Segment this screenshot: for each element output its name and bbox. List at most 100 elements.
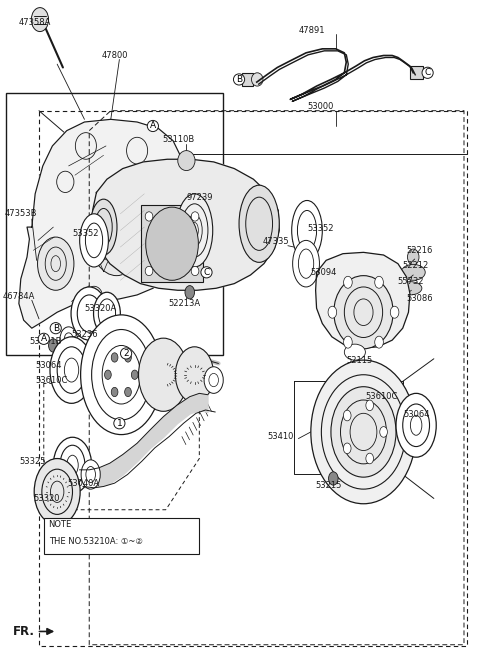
Text: 53320: 53320: [33, 494, 60, 503]
Ellipse shape: [48, 339, 58, 352]
Bar: [39, 111, 468, 646]
Bar: [141, 205, 203, 282]
Ellipse shape: [90, 199, 117, 255]
Ellipse shape: [94, 292, 120, 335]
Text: 47353B: 47353B: [4, 209, 37, 218]
Ellipse shape: [125, 388, 132, 397]
Ellipse shape: [191, 266, 199, 275]
Ellipse shape: [401, 264, 425, 280]
Text: C: C: [424, 68, 431, 77]
Ellipse shape: [185, 285, 194, 299]
Text: 53110B: 53110B: [162, 135, 195, 144]
Text: 53064: 53064: [35, 361, 61, 370]
Ellipse shape: [178, 151, 195, 171]
Text: 55732: 55732: [397, 277, 423, 286]
Polygon shape: [19, 119, 180, 328]
Bar: [185, 193, 209, 270]
Text: 53325: 53325: [20, 457, 47, 466]
Text: 1: 1: [117, 419, 122, 428]
Ellipse shape: [139, 338, 188, 412]
Bar: [242, 73, 253, 86]
Bar: [6, 93, 223, 355]
Ellipse shape: [50, 337, 93, 404]
Ellipse shape: [71, 287, 108, 340]
Ellipse shape: [81, 460, 100, 489]
Ellipse shape: [396, 394, 436, 457]
Ellipse shape: [145, 266, 153, 275]
Text: 47800: 47800: [101, 51, 128, 60]
Text: 53610C: 53610C: [35, 376, 68, 385]
Text: A: A: [150, 121, 156, 131]
Ellipse shape: [306, 237, 316, 257]
Text: A: A: [41, 334, 47, 344]
Text: B: B: [53, 323, 59, 333]
Ellipse shape: [380, 427, 387, 438]
Text: 53410: 53410: [268, 432, 294, 441]
Ellipse shape: [53, 438, 92, 493]
Ellipse shape: [366, 400, 373, 411]
Ellipse shape: [239, 185, 279, 262]
Ellipse shape: [81, 315, 162, 435]
Text: 52213A: 52213A: [168, 299, 200, 308]
Text: 53236: 53236: [72, 330, 98, 340]
Ellipse shape: [132, 370, 138, 380]
Polygon shape: [316, 252, 410, 348]
Ellipse shape: [111, 353, 118, 362]
Text: 53000: 53000: [307, 101, 334, 111]
Ellipse shape: [366, 453, 373, 464]
Text: 53040A: 53040A: [68, 480, 100, 488]
Ellipse shape: [31, 7, 48, 31]
Text: 53094: 53094: [311, 268, 337, 277]
Ellipse shape: [191, 212, 199, 221]
Text: 52216: 52216: [407, 246, 433, 255]
Ellipse shape: [90, 199, 143, 275]
Polygon shape: [93, 159, 279, 290]
Ellipse shape: [408, 249, 419, 265]
Bar: [410, 66, 423, 79]
Ellipse shape: [60, 327, 77, 351]
Text: FR.: FR.: [12, 625, 35, 638]
Ellipse shape: [146, 207, 198, 280]
Ellipse shape: [204, 367, 223, 394]
Ellipse shape: [252, 73, 263, 86]
Ellipse shape: [343, 443, 351, 454]
Ellipse shape: [80, 214, 108, 267]
Ellipse shape: [334, 275, 393, 349]
Ellipse shape: [311, 360, 416, 504]
Ellipse shape: [328, 472, 338, 485]
Text: 53215: 53215: [316, 481, 342, 490]
Ellipse shape: [105, 370, 111, 380]
Ellipse shape: [111, 388, 118, 397]
Ellipse shape: [343, 410, 351, 421]
Text: 2: 2: [123, 349, 129, 358]
Ellipse shape: [145, 212, 153, 221]
Text: 53352: 53352: [72, 229, 99, 238]
Ellipse shape: [331, 387, 396, 477]
Bar: [44, 518, 199, 554]
Ellipse shape: [375, 336, 384, 348]
Ellipse shape: [175, 347, 214, 403]
Text: C: C: [204, 268, 210, 277]
Ellipse shape: [390, 306, 399, 318]
Text: 47358A: 47358A: [19, 18, 51, 27]
Ellipse shape: [37, 237, 74, 290]
Text: 53371B: 53371B: [29, 337, 62, 346]
Ellipse shape: [176, 194, 213, 267]
Text: 52115: 52115: [346, 356, 372, 365]
Text: 97239: 97239: [186, 193, 213, 201]
Text: 46784A: 46784A: [3, 292, 36, 301]
Text: 47335: 47335: [263, 237, 289, 246]
Text: NOTE: NOTE: [48, 520, 72, 529]
Text: 53086: 53086: [407, 294, 433, 303]
Ellipse shape: [328, 306, 336, 318]
Ellipse shape: [34, 458, 80, 525]
Ellipse shape: [398, 281, 422, 295]
Text: 47891: 47891: [299, 26, 325, 35]
Ellipse shape: [292, 201, 323, 260]
Text: 53320A: 53320A: [84, 303, 117, 313]
Ellipse shape: [344, 344, 365, 360]
Text: 53064: 53064: [404, 410, 430, 419]
Ellipse shape: [375, 276, 384, 288]
Ellipse shape: [176, 194, 213, 267]
Ellipse shape: [344, 276, 352, 288]
